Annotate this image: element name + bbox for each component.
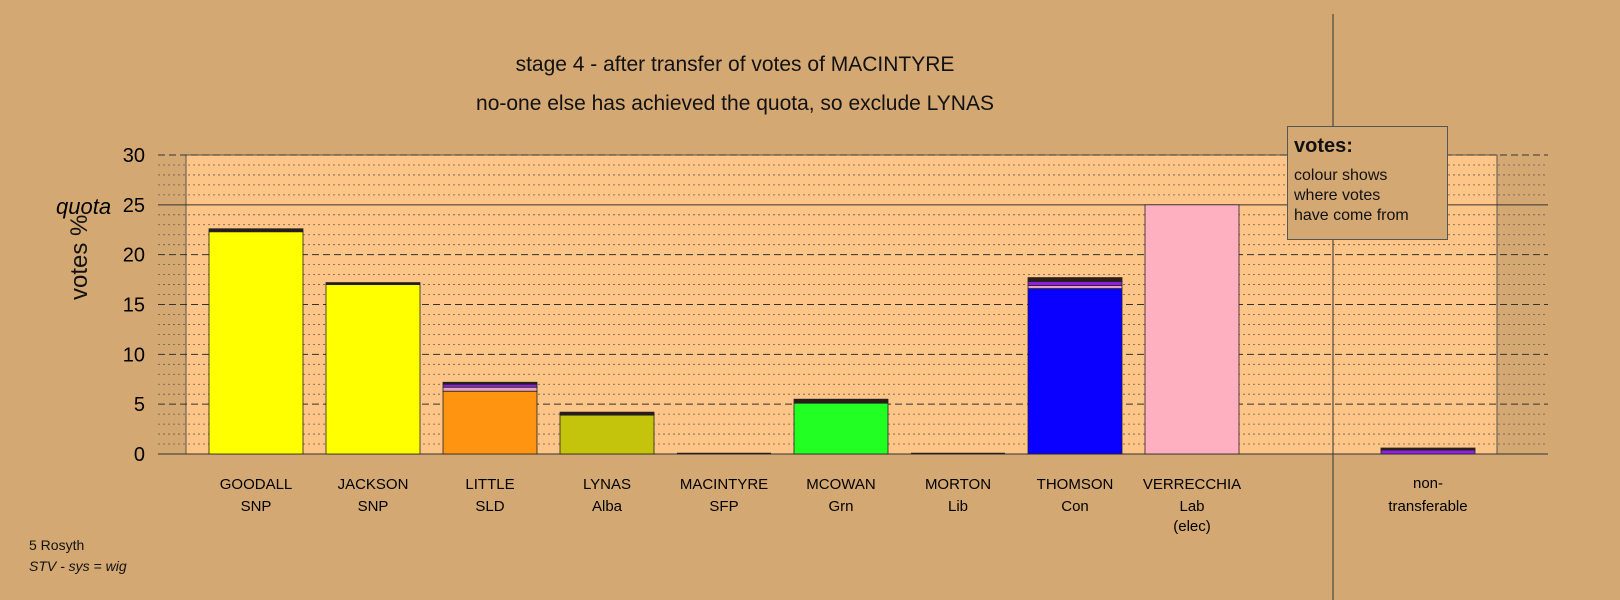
bar-jackson	[325, 282, 421, 285]
bar-thomson	[1027, 277, 1123, 282]
bar-little	[442, 386, 538, 392]
footer: 5 Rosyth STV - sys = wig	[29, 535, 127, 577]
y-tick-labels: 0 5 10 15 20 25 30	[123, 145, 145, 466]
y-tick-label: 20	[123, 245, 145, 267]
bar-thomson	[1027, 281, 1123, 286]
bar-goodall	[208, 231, 304, 455]
candidate-name-macintyre: MACINTYRE	[680, 476, 768, 493]
y-tick-label: 25	[123, 195, 145, 217]
candidate-name-jackson: JACKSON	[338, 476, 409, 493]
candidate-party-lynas: Alba	[592, 498, 623, 515]
candidate-labels: GOODALL SNP JACKSON SNP LITTLE SLD LYNAS Alba MA…	[220, 475, 1468, 535]
bar-thomson	[1027, 288, 1123, 455]
y-tick-label: 5	[134, 394, 145, 416]
bar-lynas	[559, 411, 655, 416]
bar-little	[442, 381, 538, 385]
candidate-party-morton: Lib	[948, 498, 968, 515]
chart-title: stage 4 - after transfer of votes of MAC…	[515, 53, 955, 76]
bar-little	[442, 383, 538, 388]
candidate-name-goodall: GOODALL	[220, 476, 293, 493]
legend-box: votes: colour shows where votes have com…	[1287, 126, 1448, 240]
bar-little	[442, 390, 538, 455]
bar-jackson	[325, 284, 421, 455]
bar-nontransferable	[1380, 447, 1476, 451]
candidate-party-macintyre: SFP	[709, 498, 738, 515]
nontransferable-label-2: transferable	[1388, 498, 1467, 515]
footer-system: STV - sys = wig	[29, 558, 127, 574]
bar-verrecchia	[1144, 204, 1240, 455]
candidate-party-goodall: SNP	[241, 498, 272, 515]
candidate-name-mcowan: MCOWAN	[806, 476, 875, 493]
candidate-note-verrecchia: (elec)	[1173, 518, 1211, 535]
bar-mcowan	[793, 402, 889, 455]
bar-nontransferable	[1380, 449, 1476, 455]
candidate-party-thomson: Con	[1061, 498, 1089, 515]
legend-line-3: have come from	[1294, 207, 1409, 224]
candidate-name-thomson: THOMSON	[1037, 476, 1114, 493]
legend-title: votes:	[1294, 135, 1353, 157]
footer-ward: 5 Rosyth	[29, 537, 85, 553]
nontransferable-label-1: non-	[1413, 475, 1443, 492]
quota-label: quota	[56, 194, 111, 219]
candidate-party-jackson: SNP	[358, 498, 389, 515]
candidate-name-lynas: LYNAS	[583, 476, 631, 493]
candidate-party-mcowan: Grn	[828, 498, 853, 515]
legend-line-2: where votes	[1294, 187, 1381, 204]
bars	[208, 204, 1476, 455]
bar-mcowan	[793, 398, 889, 404]
legend-line-1: colour shows	[1294, 167, 1388, 184]
y-tick-label: 15	[123, 295, 145, 317]
chart-subtitle: no-one else has achieved the quota, so e…	[476, 92, 994, 115]
candidate-party-verrecchia: Lab	[1179, 498, 1204, 515]
candidate-name-morton: MORTON	[925, 476, 991, 493]
y-tick-label: 30	[123, 145, 145, 167]
bar-lynas	[559, 414, 655, 455]
y-tick-label: 10	[123, 344, 145, 366]
y-tick-label: 0	[134, 444, 145, 466]
bar-thomson	[1027, 285, 1123, 289]
bar-goodall	[208, 228, 304, 233]
candidate-name-little: LITTLE	[465, 476, 514, 493]
candidate-party-little: SLD	[475, 498, 504, 515]
y-axis-label: votes %	[66, 214, 93, 300]
candidate-name-verrecchia: VERRECCHIA	[1143, 476, 1241, 493]
